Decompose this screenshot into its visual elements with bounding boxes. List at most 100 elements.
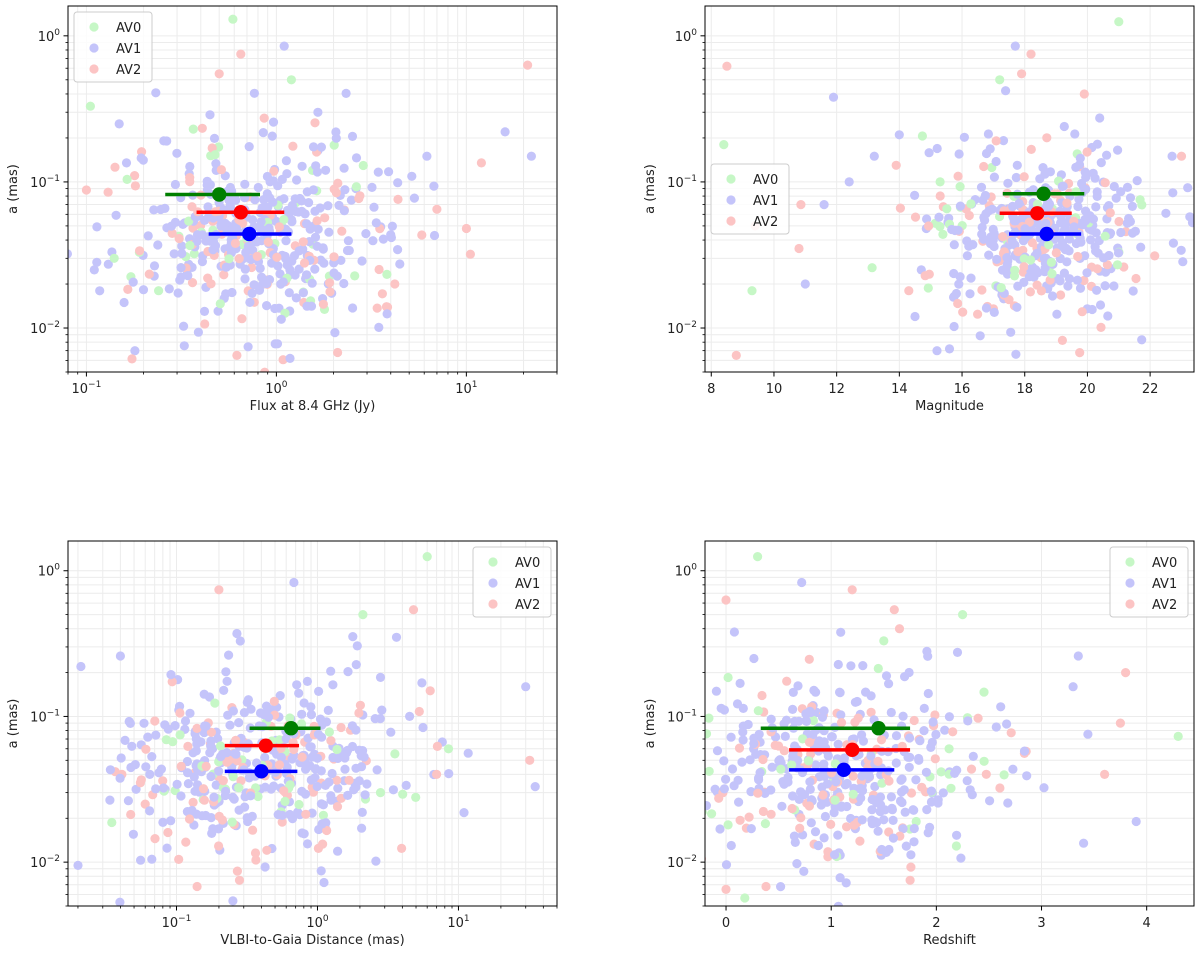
point-av0 <box>719 140 729 150</box>
point-av1 <box>827 732 837 742</box>
point-av1 <box>823 751 833 761</box>
point-av2 <box>894 624 905 634</box>
mean-point-av0 <box>871 721 886 736</box>
point-av1 <box>170 721 180 731</box>
point-av1 <box>289 577 299 588</box>
point-av2 <box>906 788 917 798</box>
mean-point-av2 <box>845 742 860 758</box>
point-av1 <box>405 711 415 722</box>
point-av2 <box>876 735 887 745</box>
point-av1 <box>875 792 886 802</box>
point-av1 <box>977 222 987 232</box>
point-av2 <box>135 778 145 788</box>
point-av1 <box>330 328 340 338</box>
point-av2 <box>301 809 311 819</box>
point-av1 <box>938 788 948 798</box>
point-av1 <box>120 735 130 746</box>
point-av2 <box>953 298 963 309</box>
point-av2 <box>818 790 828 800</box>
point-av1 <box>286 215 297 225</box>
point-av1 <box>199 306 210 316</box>
point-av1 <box>820 811 831 822</box>
point-av2 <box>904 286 914 296</box>
point-av2 <box>1079 89 1089 99</box>
point-av1 <box>284 288 294 298</box>
point-av1 <box>721 774 731 784</box>
point-av2 <box>766 809 776 819</box>
point-av2 <box>214 585 224 595</box>
x-axis-label: Redshift <box>923 933 976 948</box>
point-av2 <box>432 204 442 214</box>
point-av1 <box>377 705 387 715</box>
point-av1 <box>262 171 272 182</box>
point-av1 <box>115 651 125 661</box>
point-av1 <box>1003 798 1013 808</box>
point-av2 <box>206 727 216 737</box>
point-av2 <box>163 827 173 838</box>
point-av0 <box>656 831 665 840</box>
point-av1 <box>870 817 880 827</box>
point-av1 <box>387 221 397 231</box>
y-tick-label: 10−2 <box>30 854 60 871</box>
point-av2 <box>184 814 195 824</box>
legend-marker-av1 <box>726 195 736 205</box>
mean-point-av0 <box>211 187 227 202</box>
point-av0 <box>350 271 360 281</box>
point-av2 <box>382 302 393 312</box>
mean-point-av2 <box>1030 206 1045 221</box>
point-av1 <box>738 735 748 745</box>
point-av0 <box>623 788 632 797</box>
point-av1 <box>158 783 169 793</box>
point-av1 <box>809 685 819 696</box>
point-av2 <box>964 210 974 221</box>
point-av2 <box>269 696 279 707</box>
point-av1 <box>105 765 115 775</box>
point-av1 <box>897 797 907 808</box>
grid <box>68 6 557 372</box>
point-av2 <box>252 251 262 261</box>
x-axis-label: VLBI-to-Gaia Distance (mas) <box>220 933 404 948</box>
point-av1 <box>819 759 829 769</box>
point-av0 <box>107 817 117 828</box>
point-av1 <box>1081 184 1091 194</box>
point-av1 <box>371 218 381 228</box>
mean-point-av1 <box>836 762 852 778</box>
point-av2 <box>43 765 52 774</box>
point-av1 <box>1008 201 1018 211</box>
point-av1 <box>199 689 209 699</box>
point-av1 <box>841 878 851 888</box>
point-av0 <box>760 819 771 829</box>
point-av2 <box>332 775 342 785</box>
point-av1 <box>76 661 86 672</box>
point-av1 <box>1092 187 1102 197</box>
point-av1 <box>1116 227 1126 238</box>
point-av1 <box>130 346 140 356</box>
point-av1 <box>1096 158 1106 168</box>
point-av1 <box>346 195 356 205</box>
point-av1 <box>819 706 829 716</box>
point-av2 <box>1075 348 1085 358</box>
point-av1 <box>903 752 913 762</box>
point-av1 <box>368 236 378 246</box>
point-av1 <box>858 736 869 746</box>
point-av1 <box>283 205 293 215</box>
point-av1 <box>951 288 962 299</box>
point-av1 <box>250 195 260 205</box>
point-av1 <box>992 254 1002 264</box>
point-av1 <box>407 171 417 181</box>
point-av1 <box>934 212 944 222</box>
legend-marker-av0 <box>726 174 736 184</box>
point-av1 <box>305 742 315 752</box>
point-av2 <box>1019 262 1029 272</box>
point-av1 <box>909 805 919 815</box>
point-av1 <box>906 850 916 860</box>
point-av1 <box>262 189 272 199</box>
x-tick-label: 0 <box>722 916 730 931</box>
point-av1 <box>923 651 933 661</box>
point-av1 <box>989 172 1000 182</box>
point-av1 <box>1059 121 1069 132</box>
point-av1 <box>715 824 725 834</box>
point-av1 <box>328 680 338 690</box>
point-av2 <box>924 221 934 231</box>
point-av1 <box>291 293 301 303</box>
